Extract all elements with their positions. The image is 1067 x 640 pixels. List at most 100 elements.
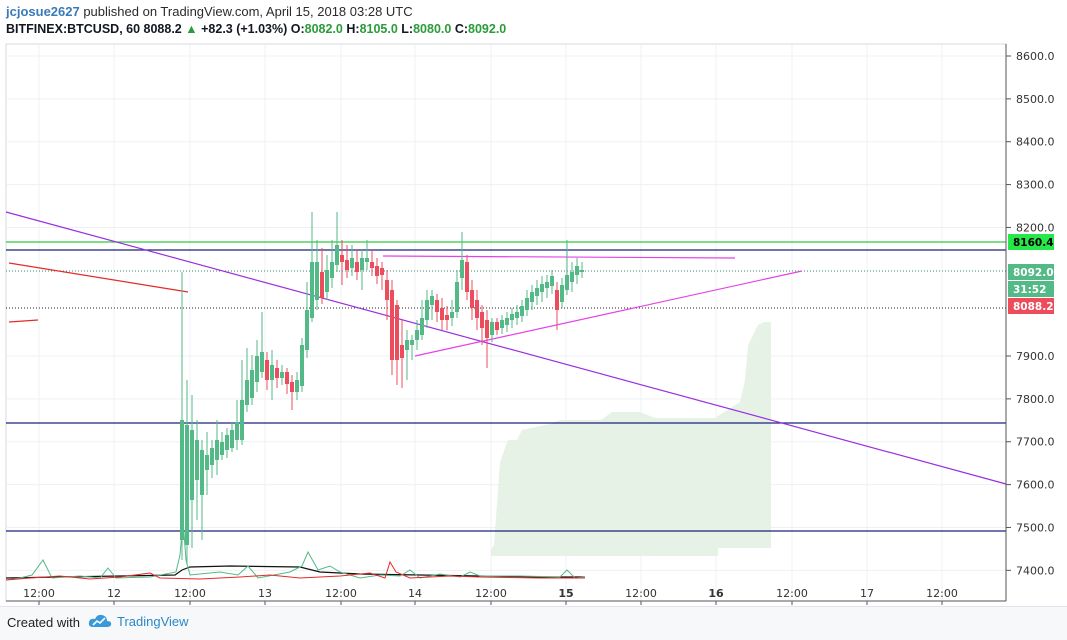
price-tick-label: 8200.0 [1016,221,1055,234]
candle [380,268,384,275]
symbol-info: BITFINEX:BTCUSD, 60 8088.2 ▲ +82.3 (+1.0… [6,20,1061,38]
time-tick-label: 14 [408,587,422,600]
candle [180,420,184,540]
red-trendline-upper[interactable] [8,262,189,293]
candle [445,315,449,320]
author-link[interactable]: jcjosue2627 [6,4,80,19]
candle [540,284,544,292]
candle [310,262,314,318]
candle [210,448,214,465]
candle [330,262,334,278]
candle [185,425,189,545]
candle [490,322,494,335]
price-change: +82.3 (+1.03%) [201,22,288,36]
candle [255,356,259,382]
time-tick-label: 12:00 [174,587,206,600]
candle [510,314,514,320]
time-tick-label: 12:00 [926,587,958,600]
candle [470,290,474,308]
candle [260,352,264,372]
candle [275,368,279,378]
created-with-label: Created with [7,615,80,630]
price-tick-label: 7500.0 [1016,521,1055,534]
candle [215,440,219,460]
candle [450,312,454,318]
candle [205,455,209,470]
time-tick-label: 12:00 [23,587,55,600]
change-up-icon: ▲ [185,22,198,36]
candle [505,318,509,325]
candle [195,440,199,480]
close-price-tag: 8092.0 [1013,267,1054,279]
candle [280,372,284,378]
candle [320,272,324,298]
publish-info: jcjosue2627 published on TradingView.com… [6,3,1061,20]
candle [385,280,389,300]
high-value: 8105.0 [359,22,398,36]
time-axis[interactable]: 12:00 12 12:00 13 12:00 14 12:00 15 12:00 16 12:00… [6,587,1006,605]
candle [410,340,414,345]
time-tick-label: 15 [558,587,573,600]
time-tick-label: 12:00 [776,587,808,600]
candle [565,275,569,290]
candle [430,296,434,305]
footer-bar: Created with TradingView [0,606,1067,640]
candle [250,370,254,398]
candle [370,262,374,268]
candle [500,320,504,328]
candle [555,290,559,310]
price-tick-label: 7400.0 [1016,564,1055,577]
price-axis[interactable]: 8600.0 8500.0 8400.0 8300.0 8200.0 7900.0 7800… [1005,44,1055,601]
price-tick-label: 8400.0 [1016,136,1055,149]
candle [360,258,364,270]
candle [335,245,339,265]
candle [190,430,194,500]
open-label: O: [290,22,305,36]
price-tick-label: 8300.0 [1016,179,1055,192]
candle [495,322,499,330]
candle [350,258,354,268]
red-trendline-lower[interactable] [8,319,39,323]
candle [390,290,394,360]
time-tick-label: 13 [258,587,272,600]
open-value: 8082.0 [304,22,343,36]
candle [300,345,304,386]
candle [440,308,444,320]
candle [325,270,329,292]
candle [520,306,524,316]
tradingview-cloud-icon [88,614,112,627]
tradingview-brand-link[interactable]: TradingView [88,613,189,629]
candle [425,300,429,320]
candle [240,400,244,440]
candle [530,292,534,302]
candle [400,345,404,358]
symbol-name[interactable]: BITFINEX:BTCUSD, 60 [6,22,141,36]
candle [345,260,349,270]
candle [465,262,469,292]
candle [290,382,294,392]
price-tick-label: 7700.0 [1016,436,1055,449]
triangle-lower-line[interactable] [414,270,803,357]
low-value: 8080.0 [413,22,452,36]
candle [570,272,574,282]
candle [550,276,554,286]
candle [375,266,379,276]
candle [475,300,479,318]
candle [200,450,204,495]
price-chart[interactable]: 8600.0 8500.0 8400.0 8300.0 8200.0 7900.0 7800… [0,0,1067,606]
price-tags: 8160.4 8092.0 31:52 8088.2 [1008,234,1054,314]
candle [285,372,289,384]
candle [580,270,584,272]
candle [535,288,539,296]
candle [575,266,579,275]
candle [420,318,424,335]
descending-trendline-purple[interactable] [5,211,1007,485]
chart-header: jcjosue2627 published on TradingView.com… [6,3,1061,39]
triangle-upper-line[interactable] [382,255,736,259]
green-level-price-tag: 8160.4 [1013,237,1054,249]
high-label: H: [346,22,360,36]
last-price: 8088.2 [143,22,182,36]
price-tick-label: 7800.0 [1016,393,1055,406]
candle [355,262,359,272]
candle [545,282,549,288]
